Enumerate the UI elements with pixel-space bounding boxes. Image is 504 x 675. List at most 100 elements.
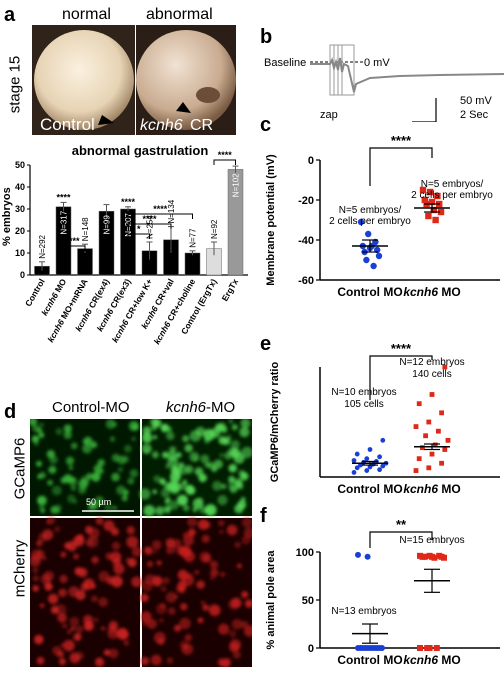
cell-blob <box>228 475 236 483</box>
cell-blob <box>219 529 224 534</box>
data-point <box>434 192 441 200</box>
cell-blob <box>70 485 77 491</box>
cell-blob <box>100 626 106 631</box>
gcamp-ratio-chart: GCaMP6/mCherry ratio Control MO kcnh6 MO N=… <box>269 341 500 496</box>
data-point <box>364 645 371 651</box>
cell-blob <box>208 604 221 617</box>
cell-blob <box>126 536 139 548</box>
y-tick-label: -20 <box>298 195 314 207</box>
cell-blob <box>159 602 166 610</box>
cell-blob <box>109 436 116 442</box>
cell-blob <box>96 658 101 663</box>
data-point <box>367 447 373 452</box>
cell-blob <box>169 500 179 511</box>
cell-blob <box>160 488 171 498</box>
cell-blob <box>184 444 193 453</box>
gcamp-control-image <box>30 419 140 516</box>
kcnh6-caption: kcnh6 <box>140 117 183 134</box>
data-point <box>416 401 422 407</box>
cell-blob <box>201 534 210 543</box>
cell-blob <box>105 419 116 429</box>
cell-blob <box>195 426 206 437</box>
cell-blob <box>166 481 176 492</box>
n-label: N=102 <box>232 173 241 197</box>
membrane-potential-chart: 0 -20 -40 -60 Membrane potential (mV) Control… <box>265 133 500 299</box>
cell-blob <box>127 477 135 485</box>
cell-blob <box>222 437 231 446</box>
y-tick-label: 50 <box>302 595 314 607</box>
data-point <box>364 456 370 462</box>
data-point <box>430 206 437 214</box>
category-rest: MO <box>438 285 461 299</box>
cell-blob <box>86 536 99 548</box>
annotation-label: 2 cells per embryo <box>329 216 411 227</box>
cell-blob <box>212 480 223 491</box>
cell-blob <box>93 617 99 623</box>
category-label: ErgTx <box>220 277 241 303</box>
data-point <box>379 645 385 651</box>
significance-label: *** <box>69 236 80 246</box>
cell-blob <box>228 630 237 638</box>
cell-blob <box>164 508 171 514</box>
cell-blob <box>108 620 119 631</box>
annotation-label: N=15 embryos <box>399 535 464 546</box>
cell-blob <box>230 440 240 450</box>
cell-blob <box>228 419 233 424</box>
cell-blob <box>153 475 161 483</box>
data-point <box>375 252 383 260</box>
y-axis-label: GCaMP6/mCherry ratio <box>269 362 281 483</box>
data-point <box>441 554 447 561</box>
cell-blob <box>111 453 120 462</box>
cell-blob <box>178 585 186 594</box>
mo-suffix: -MO <box>206 399 236 416</box>
data-point <box>380 463 386 469</box>
zero-mv-label: 0 mV <box>364 57 390 69</box>
kcnh6-italic: kcnh6 <box>166 399 207 416</box>
cell-blob <box>65 456 75 466</box>
cell-blob <box>197 519 209 530</box>
data-point <box>377 454 382 460</box>
data-point <box>413 424 419 429</box>
cell-blob <box>116 627 129 640</box>
annotation-label: N=13 embryos <box>331 606 396 617</box>
data-point <box>364 553 371 560</box>
cell-blob <box>69 616 80 627</box>
cell-blob <box>38 504 45 511</box>
cell-blob <box>165 591 177 603</box>
cell-blob <box>129 469 139 478</box>
y-tick-label: 30 <box>15 204 25 214</box>
significance-label: ** <box>396 517 407 532</box>
cell-blob <box>186 572 193 579</box>
cell-blob <box>48 593 59 604</box>
cell-blob <box>156 560 162 566</box>
cell-blob <box>166 431 175 441</box>
abnormal-label: abnormal <box>146 6 213 23</box>
panel-b-label: b <box>260 26 273 48</box>
cell-blob <box>125 557 132 564</box>
cell-blob <box>223 657 231 666</box>
y-tick-label: 0 <box>308 155 314 167</box>
cell-blob <box>151 451 159 459</box>
cell-blob <box>177 569 189 581</box>
significance-label: **** <box>391 133 412 148</box>
voltage-trace: Baseline 0 mV zap 50 mV 2 Sec <box>264 44 504 122</box>
cr-caption: CR <box>190 117 213 134</box>
cell-blob <box>194 569 200 575</box>
cell-blob <box>91 583 96 589</box>
y-tick-label: 40 <box>15 182 25 192</box>
abnormal-embryo-image: kcnh6 CR <box>136 25 236 135</box>
cell-blob <box>220 571 226 577</box>
significance-label: **** <box>121 197 136 207</box>
cell-blob <box>151 540 162 550</box>
normal-label: normal <box>62 6 111 23</box>
data-point <box>351 470 357 475</box>
cell-blob <box>218 623 230 635</box>
cell-blob <box>126 526 135 535</box>
cell-blob <box>239 426 250 438</box>
data-point <box>357 218 365 226</box>
cell-blob <box>97 459 105 467</box>
data-point <box>417 645 423 651</box>
cell-blob <box>234 541 241 549</box>
panel-c-label: c <box>260 114 272 136</box>
cell-blob <box>233 452 245 464</box>
